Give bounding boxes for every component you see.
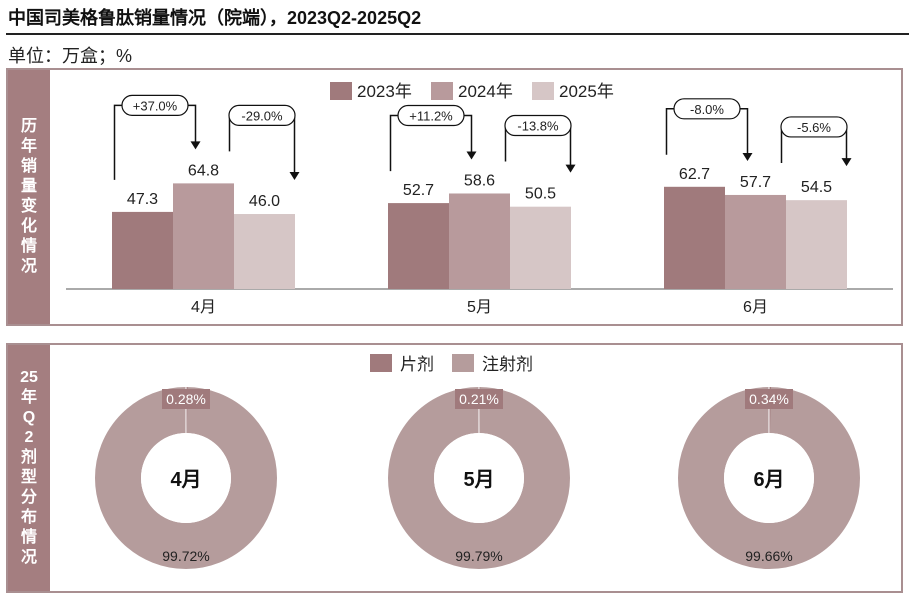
yoy-arrowhead	[565, 164, 576, 173]
tablet-share-label: 0.28%	[166, 391, 206, 407]
yoy-badge	[673, 98, 741, 120]
yoy-arrowhead	[742, 152, 753, 161]
bar-value-label: 58.6	[464, 172, 495, 189]
yoy-badge-label: -29.0%	[241, 108, 283, 123]
sales-trend-sidebar-label: 历年销量变化情况	[20, 118, 37, 275]
bar-value-label: 62.7	[679, 166, 710, 183]
dosage-form-panel: 25年Q2剂型分布情况 片剂 注射剂 0.28% 4月 99.72% 0.21% 5月 99.…	[6, 343, 903, 593]
bar-2024年-6月	[725, 194, 786, 289]
legend-label-2023年: 2023年	[357, 82, 412, 101]
yoy-badge	[228, 104, 296, 126]
bar-value-label: 64.8	[188, 162, 219, 179]
sales-trend-sidebar: 历年销量变化情况	[8, 70, 50, 324]
tablet-share-label: 0.34%	[749, 391, 789, 407]
yoy-badge-label: +37.0%	[133, 98, 178, 113]
donut-center-label: 4月	[170, 469, 201, 491]
bar-2025年-4月	[234, 214, 295, 289]
yoy-arrowhead	[841, 158, 852, 167]
bar-2024年-5月	[449, 193, 510, 289]
tablet-label-bg	[162, 389, 210, 409]
injection-share-label: 99.66%	[745, 548, 792, 564]
bar-chart: 2023年 2024年 2025年 47.3 64.8 46.0 4月 +37.0% -29.0…	[66, 82, 893, 316]
bar-2023年-6月	[664, 186, 725, 289]
donut-center-label: 5月	[463, 469, 494, 491]
legend-label-2024年: 2024年	[458, 82, 513, 101]
donut-hole	[434, 433, 524, 523]
title-divider	[6, 33, 909, 35]
legend-swatch-2025年	[532, 82, 554, 100]
bar-2023年-5月	[388, 203, 449, 289]
bar-value-label: 47.3	[127, 191, 158, 208]
legend-label-injection: 注射剂	[482, 355, 533, 374]
yoy-arrowhead	[289, 172, 300, 181]
yoy-arrowhead	[466, 151, 477, 160]
bar-value-label: 50.5	[525, 186, 556, 203]
donut-hole	[724, 433, 814, 523]
yoy-badge-label: +11.2%	[409, 108, 453, 123]
donut-chart-5月: 0.21% 5月 99.79%	[388, 387, 570, 569]
bar-value-label: 54.5	[801, 179, 832, 196]
yoy-badge	[780, 116, 848, 138]
injection-share-label: 99.79%	[455, 548, 502, 564]
legend-label-2025年: 2025年	[559, 82, 614, 101]
donut-center-label: 6月	[753, 469, 784, 491]
tablet-label-bg	[745, 389, 793, 409]
x-tick-label: 5月	[467, 299, 492, 316]
x-tick-label: 4月	[191, 299, 216, 316]
legend-swatch-2023年	[330, 82, 352, 100]
legend-swatch-2024年	[431, 82, 453, 100]
x-tick-label: 6月	[743, 299, 768, 316]
legend-swatch-tablet	[370, 354, 392, 372]
bar-2025年-6月	[786, 200, 847, 289]
tablet-share-label: 0.21%	[459, 391, 499, 407]
donut-charts: 片剂 注射剂 0.28% 4月 99.72% 0.21% 5月 99.79% 0.34% 6月 99…	[95, 354, 860, 569]
donut-chart-4月: 0.28% 4月 99.72%	[95, 387, 277, 569]
yoy-badge-label: -5.6%	[797, 120, 831, 135]
bar-2023年-4月	[112, 211, 173, 289]
yoy-badge-label: -8.0%	[690, 102, 724, 117]
page-title: 中国司美格鲁肽销量情况（院端），2023Q2-2025Q2	[8, 8, 422, 28]
yoy-badge	[121, 94, 189, 116]
dosage-form-sidebar-label: 25年Q2剂型分布情况	[20, 369, 38, 566]
legend-label-tablet: 片剂	[400, 355, 434, 374]
yoy-badge-label: -13.8%	[517, 118, 559, 133]
bar-2025年-5月	[510, 206, 571, 289]
bar-value-label: 52.7	[403, 182, 434, 199]
injection-share-label: 99.72%	[162, 548, 209, 564]
unit-label: 单位：万盒；%	[8, 46, 133, 66]
yoy-badge	[504, 114, 572, 137]
legend-swatch-injection	[452, 354, 474, 372]
yoy-connector	[113, 104, 197, 180]
bar-value-label: 57.7	[740, 174, 771, 191]
sales-trend-panel: 历年销量变化情况 2023年 2024年 2025年 47.3 64.8 46.0 4月 +3…	[6, 68, 903, 326]
tablet-label-bg	[455, 389, 503, 409]
yoy-badge	[397, 104, 465, 127]
yoy-arrowhead	[190, 141, 201, 150]
dosage-form-sidebar: 25年Q2剂型分布情况	[8, 345, 50, 591]
donut-chart-6月: 0.34% 6月 99.66%	[678, 387, 860, 569]
bar-value-label: 46.0	[249, 193, 280, 210]
bar-2024年-4月	[173, 183, 234, 289]
donut-hole	[141, 433, 231, 523]
